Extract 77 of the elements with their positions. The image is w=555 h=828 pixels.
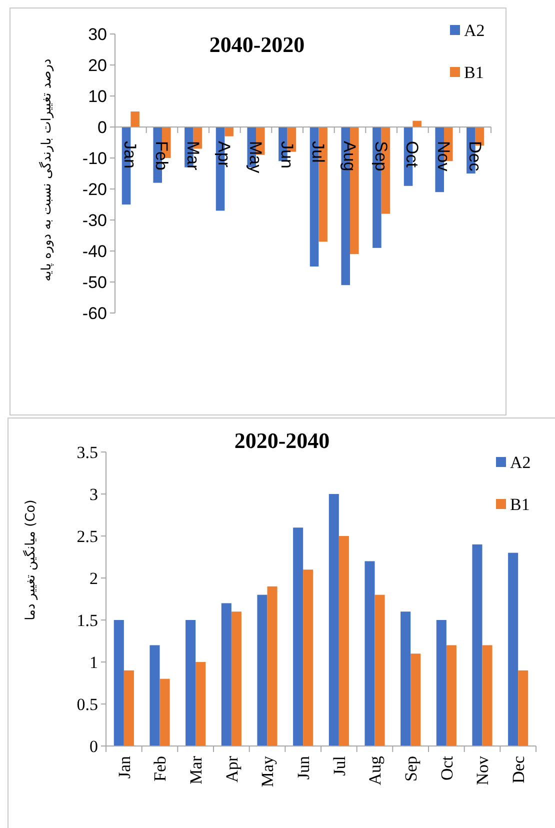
bar xyxy=(303,570,314,746)
y-tick-label: 30 xyxy=(88,24,107,44)
bar xyxy=(221,603,232,746)
x-tick-label: Jan xyxy=(120,141,140,168)
bar xyxy=(472,544,482,746)
bar xyxy=(410,654,421,746)
bar xyxy=(328,494,339,746)
y-tick-label: -40 xyxy=(82,242,107,261)
y-tick-label: 0 xyxy=(90,736,98,756)
bar xyxy=(224,127,234,136)
y-tick-label: -30 xyxy=(82,210,107,230)
chart-title: 2040-2020 xyxy=(209,32,305,57)
x-tick-label: May xyxy=(246,141,266,174)
bar xyxy=(124,670,134,746)
y-tick-label: -60 xyxy=(82,304,107,323)
x-tick-label: Feb xyxy=(150,756,170,782)
x-tick-label: Jan xyxy=(114,756,134,779)
y-axis-title: میانگین تغییر دما (Co) xyxy=(22,500,39,620)
x-tick-label: Dec xyxy=(509,756,528,784)
y-tick-label: -20 xyxy=(82,180,107,199)
x-tick-label: Oct xyxy=(437,756,456,781)
y-tick-label: 2.5 xyxy=(76,526,98,546)
x-tick-label: Jun xyxy=(294,756,314,780)
bar xyxy=(364,561,375,746)
x-tick-label: Sep xyxy=(402,756,421,782)
chart-title: 2020-2040 xyxy=(234,428,330,453)
y-tick-label: 2 xyxy=(90,568,98,588)
y-tick-label: 10 xyxy=(88,86,107,106)
bar xyxy=(130,112,140,127)
bar xyxy=(231,612,242,746)
bar xyxy=(374,594,385,746)
y-tick-label: -10 xyxy=(82,148,107,168)
legend-label: A2 xyxy=(510,452,531,472)
y-axis-title: درصد تغییرات بارندگی نسبت به دوره پایه xyxy=(38,58,55,282)
legend-label: B1 xyxy=(464,62,484,82)
bar xyxy=(293,528,304,746)
bar xyxy=(400,612,411,746)
x-tick-label: Nov xyxy=(434,141,454,172)
x-tick-label: Sep xyxy=(371,141,390,172)
bar xyxy=(257,594,268,746)
x-tick-label: Aug xyxy=(366,756,385,786)
x-tick-label: Oct xyxy=(402,141,422,168)
y-tick-label: 3 xyxy=(90,484,98,504)
bar xyxy=(436,620,446,746)
bar xyxy=(114,620,124,746)
y-tick-label: 20 xyxy=(88,56,107,75)
x-tick-label: Mar xyxy=(186,756,206,784)
bar xyxy=(518,670,528,746)
legend-label: A2 xyxy=(464,20,485,40)
bar xyxy=(482,645,492,746)
y-tick-label: 1.5 xyxy=(76,610,98,630)
x-tick-label: Jul xyxy=(308,141,328,163)
x-tick-label: Aug xyxy=(340,141,360,172)
bar xyxy=(338,536,349,746)
x-tick-label: Apr xyxy=(214,141,234,168)
y-tick-label: 3.5 xyxy=(76,442,98,462)
y-tick-label: -50 xyxy=(82,272,107,292)
y-tick-label: 1 xyxy=(90,652,98,672)
x-tick-label: Feb xyxy=(152,141,172,170)
x-tick-label: Jun xyxy=(277,141,296,168)
legend-label: B1 xyxy=(510,494,530,514)
bar xyxy=(412,120,422,127)
x-tick-label: Apr xyxy=(222,756,242,782)
bar xyxy=(267,586,278,746)
bar xyxy=(446,645,456,746)
bar xyxy=(160,678,170,746)
x-tick-label: Mar xyxy=(183,141,202,171)
x-tick-label: Jul xyxy=(330,756,349,776)
x-tick-label: Nov xyxy=(473,756,492,786)
bar xyxy=(150,645,160,746)
y-tick-label: 0.5 xyxy=(76,694,98,714)
bar xyxy=(196,662,206,746)
x-tick-label: Dec xyxy=(465,141,484,172)
x-tick-label: May xyxy=(258,756,278,788)
bar xyxy=(186,620,196,746)
bar xyxy=(508,552,518,746)
y-tick-label: 0 xyxy=(98,118,107,137)
